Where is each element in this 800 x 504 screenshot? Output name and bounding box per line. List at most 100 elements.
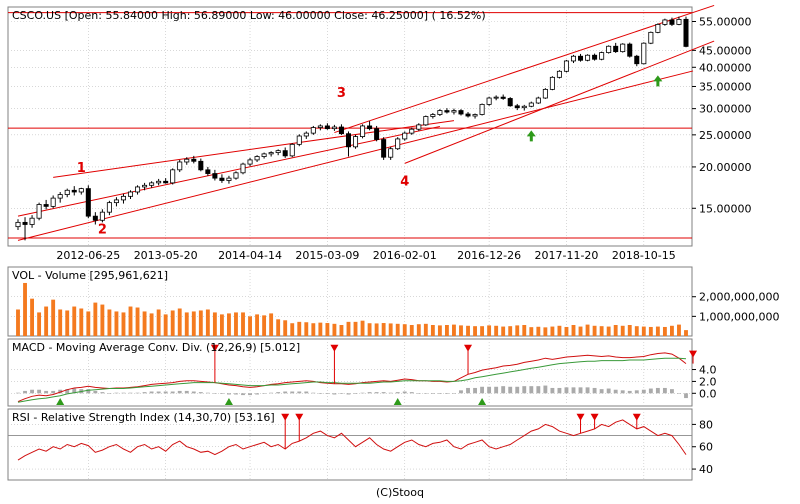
x-tick-label: 2014-04-14 (218, 249, 282, 262)
candle-body (345, 133, 351, 148)
sell-signal-icon (330, 344, 339, 352)
candle (135, 185, 141, 195)
macd-histogram-bar (494, 386, 499, 394)
candle-body (240, 163, 246, 174)
macd-histogram-bar (395, 392, 400, 394)
candle (212, 169, 218, 181)
price-panel: 15.00000 20.00000 25.00000 30.00000 35.00000… (8, 4, 752, 241)
macd-histogram-bar (578, 387, 583, 394)
candle (29, 215, 35, 228)
candle (395, 137, 401, 150)
candle-body (135, 186, 141, 193)
candle-body (338, 126, 344, 135)
candle (156, 178, 162, 186)
buy-signal-icon (478, 398, 487, 405)
candle (430, 113, 436, 119)
volume-bar (402, 324, 407, 336)
y-tick-label: 2,000,000,000 (699, 291, 779, 304)
volume-bar (571, 325, 576, 336)
macd-histogram-bar (51, 390, 56, 394)
y-tick-label: 45.00000 (699, 44, 752, 57)
candle (289, 143, 295, 158)
candle-body (64, 189, 70, 195)
volume-bar (290, 323, 295, 336)
volume-bar (219, 314, 224, 336)
macd-signal-line (17, 357, 687, 403)
volume-bar (437, 325, 442, 336)
candle-body (549, 76, 555, 90)
y-tick-label: 25.00000 (699, 129, 752, 142)
volume-bar (381, 323, 386, 336)
macd-histogram-bar (599, 389, 604, 394)
macd-histogram-bar (620, 390, 625, 394)
wave-annotation: 3 (337, 86, 346, 101)
macd-histogram-bar (557, 387, 562, 394)
volume-bar (262, 315, 267, 336)
volume-bar (529, 327, 534, 336)
candle (303, 131, 309, 139)
macd-histogram-bar (304, 391, 309, 394)
candle (500, 94, 506, 100)
wave-annotation: 1 (77, 161, 86, 176)
candle-body (254, 156, 260, 161)
y-tick-label: 55.00000 (699, 16, 752, 29)
candle (465, 112, 471, 118)
volume-bar (142, 311, 147, 336)
candle (120, 193, 126, 204)
macd-histogram-bar (522, 386, 527, 394)
macd-histogram-bar (290, 391, 295, 394)
candle-body (275, 150, 281, 153)
volume-bar (332, 323, 337, 336)
candle-body (599, 52, 605, 60)
macd-histogram-bar (550, 387, 555, 394)
macd-histogram-bar (332, 393, 337, 395)
volume-bar (444, 325, 449, 336)
macd-histogram-bar (191, 391, 196, 394)
volume-bar (459, 325, 463, 336)
candle (451, 108, 457, 115)
candle (416, 123, 422, 131)
channel-line (334, 4, 715, 134)
y-tick-label: 80 (699, 418, 713, 431)
macd-histogram-bar (283, 391, 288, 394)
channel-line (17, 70, 694, 241)
volume-bar (409, 325, 414, 336)
volume-bar (37, 312, 42, 336)
volume-bar (72, 306, 77, 336)
volume-bar (234, 312, 238, 336)
candle-body (592, 54, 598, 60)
candle (514, 103, 520, 111)
x-tick-label: 2016-02-01 (373, 249, 437, 262)
macd-histogram-bar (44, 390, 49, 394)
candle (585, 54, 591, 62)
volume-bar (304, 322, 309, 336)
candle-body (289, 143, 295, 157)
macd-histogram-bar (227, 393, 231, 395)
candle-body (676, 19, 682, 25)
volume-bar (149, 313, 154, 336)
macd-histogram-bar (459, 390, 463, 394)
macd-histogram-bar (374, 392, 379, 394)
volume-bar (191, 311, 196, 336)
volume-bar (677, 324, 681, 336)
volume-title: VOL - Volume [295,961,621] (12, 269, 168, 282)
volume-bar (515, 325, 520, 336)
y-tick-label: 4.0 (699, 364, 717, 377)
candle (528, 101, 534, 108)
candle-body (99, 211, 105, 221)
macd-histogram-bar (466, 387, 470, 394)
candle-body (662, 19, 668, 25)
candle-body (388, 148, 394, 158)
macd-histogram-bar (529, 386, 534, 394)
y-tick-label: 1,000,000,000 (699, 310, 779, 323)
rsi-line (17, 419, 687, 461)
macd-histogram-bar (65, 389, 70, 394)
macd-histogram-bar (58, 389, 63, 394)
sell-signal-icon (295, 413, 304, 421)
candle (50, 195, 56, 209)
macd-histogram-bar (677, 393, 681, 394)
macd-histogram-bar (606, 388, 611, 394)
candle (592, 53, 598, 61)
x-tick-label: 2017-11-20 (534, 249, 598, 262)
macd-histogram-bar (416, 393, 421, 394)
